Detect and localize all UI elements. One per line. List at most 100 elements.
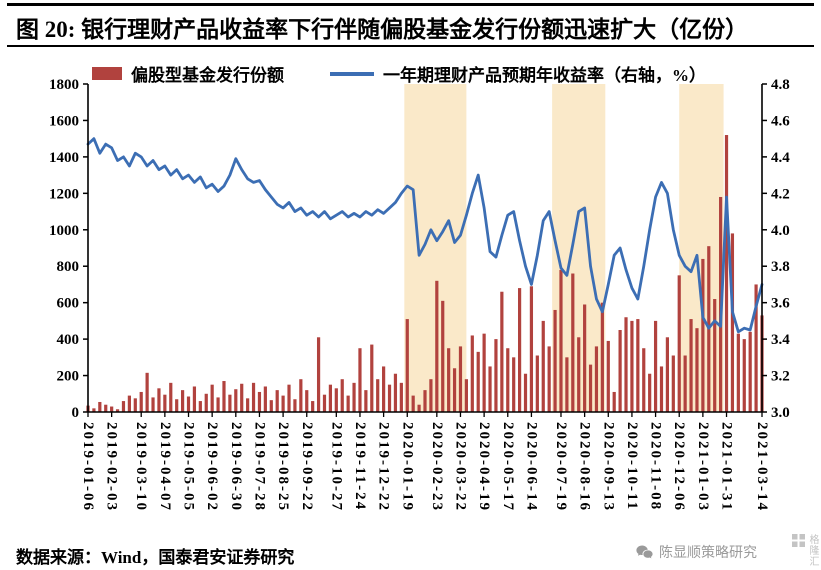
x-axis-label: 2019-12-22 (376, 422, 392, 512)
x-axis-label: 2020-01-19 (399, 422, 415, 512)
right-axis-label: 3.8 (771, 259, 790, 275)
gelonghui-logo: 格隆汇 (792, 534, 818, 567)
fund-issuance-bar (452, 368, 457, 412)
fund-issuance-bar (571, 273, 575, 412)
watermark: 陈显顺策略研究 (636, 542, 757, 562)
fund-issuance-bar (695, 328, 699, 412)
fund-issuance-bar (186, 396, 191, 412)
x-axis-label: 2020-03-22 (452, 422, 468, 512)
fund-issuance-bar (500, 291, 504, 412)
fund-issuance-bar (399, 382, 403, 412)
fund-issuance-bar (618, 330, 622, 412)
fund-issuance-bar (512, 357, 516, 412)
fund-issuance-bar (405, 319, 409, 412)
fund-issuance-bar (257, 391, 262, 412)
left-axis-label: 1800 (49, 77, 79, 93)
right-axis-label: 3.2 (771, 369, 790, 385)
fund-issuance-bar (736, 333, 740, 412)
fund-issuance-bar (594, 346, 599, 412)
fund-issuance-bar (659, 366, 664, 412)
line-series-label: 一年期理财产品预期年收益率（右轴，%） (383, 66, 706, 85)
fund-issuance-bar (370, 344, 374, 412)
fund-issuance-bar (588, 364, 593, 412)
fund-issuance-bar (648, 373, 652, 412)
left-axis-label: 1400 (49, 150, 79, 166)
fund-issuance-bar (748, 331, 752, 412)
fund-issuance-bar (458, 346, 463, 412)
x-axis-label: 2020-05-17 (500, 422, 516, 512)
fund-issuance-bar (328, 384, 333, 412)
fund-issuance-bar (240, 383, 244, 412)
fund-issuance-bar (145, 372, 149, 412)
right-axis-label: 4.0 (771, 223, 790, 239)
fund-issuance-bar (340, 379, 344, 412)
fund-issuance-bar (642, 348, 646, 412)
fund-issuance-bar (234, 389, 238, 412)
fund-issuance-bar (263, 386, 267, 412)
fund-issuance-bar (139, 391, 143, 412)
x-axis-label: 2019-04-07 (157, 422, 173, 512)
fund-issuance-bar (180, 390, 185, 412)
title-bottom-rule (7, 45, 814, 47)
fund-issuance-bar (157, 388, 161, 412)
fund-issuance-bar (630, 320, 634, 412)
data-source: 数据来源：Wind，国泰君安证券研究 (16, 548, 295, 567)
left-axis-label: 200 (57, 369, 80, 385)
right-axis-label: 3.0 (771, 405, 790, 421)
fund-issuance-bar (689, 319, 693, 412)
fund-issuance-bar (198, 401, 202, 412)
fund-issuance-bar (730, 233, 735, 412)
fund-issuance-bar (246, 398, 250, 412)
fund-issuance-bar (364, 390, 368, 412)
x-axis-label: 2019-05-05 (181, 422, 197, 512)
x-axis-label: 2020-07-19 (553, 422, 569, 512)
x-axis-label: 2019-01-06 (80, 422, 96, 512)
left-axis-label: 1600 (49, 113, 79, 129)
x-axis-label: 2019-06-30 (228, 422, 244, 512)
fund-issuance-bar (293, 399, 297, 412)
title-top-rule (7, 3, 814, 6)
x-axis-label: 2019-11-24 (352, 422, 368, 511)
fund-issuance-bar (535, 355, 539, 412)
fund-issuance-bar (612, 391, 616, 412)
fund-issuance-bar (476, 351, 480, 412)
fund-issuance-bar (104, 404, 108, 412)
bar-series-label: 偏股型基金发行份额 (131, 66, 284, 85)
fund-issuance-bar (281, 395, 285, 412)
right-axis-label: 3.6 (771, 296, 790, 312)
left-axis-label: 1000 (49, 223, 79, 239)
fund-issuance-bar (133, 398, 137, 412)
x-axis-label: 2020-02-23 (429, 422, 445, 512)
fund-issuance-bar (494, 339, 498, 412)
fund-issuance-bar (464, 379, 468, 412)
fund-issuance-bar (115, 409, 120, 412)
fund-issuance-bar (435, 280, 439, 412)
fund-issuance-bar (583, 304, 587, 412)
fund-issuance-bar (334, 388, 338, 412)
fund-issuance-bar (228, 394, 232, 412)
fund-issuance-bar (541, 320, 545, 412)
fund-issuance-bar (316, 337, 321, 412)
x-axis-label: 2020-12-06 (671, 422, 687, 512)
fund-issuance-bar (417, 404, 421, 412)
x-axis-label: 2019-08-25 (275, 422, 291, 512)
x-axis-label: 2020-10-11 (624, 422, 640, 511)
x-axis-label: 2020-08-16 (577, 422, 593, 512)
fund-issuance-bar (192, 386, 197, 412)
fund-issuance-bar (346, 395, 350, 412)
combo-chart: 0 200 400 600 800 1000 1200 1400 1600 1800 3.0 3.2 3… (49, 77, 790, 512)
fund-issuance-bar (210, 384, 214, 412)
fund-issuance-bar (506, 348, 510, 412)
x-axis-label: 2021-01-31 (719, 422, 735, 512)
x-axis-label: 2020-11-08 (648, 422, 664, 511)
fund-issuance-bar (665, 337, 670, 412)
x-axis-label: 2021-01-03 (695, 422, 711, 512)
fund-issuance-bar (565, 357, 569, 412)
line-series-swatch (330, 71, 374, 76)
fund-issuance-bar (287, 384, 291, 412)
x-axis-label: 2020-09-13 (600, 422, 616, 512)
x-axis-label: 2020-06-14 (523, 422, 539, 512)
fund-issuance-bar (523, 373, 528, 412)
fund-issuance-bar (606, 340, 610, 412)
